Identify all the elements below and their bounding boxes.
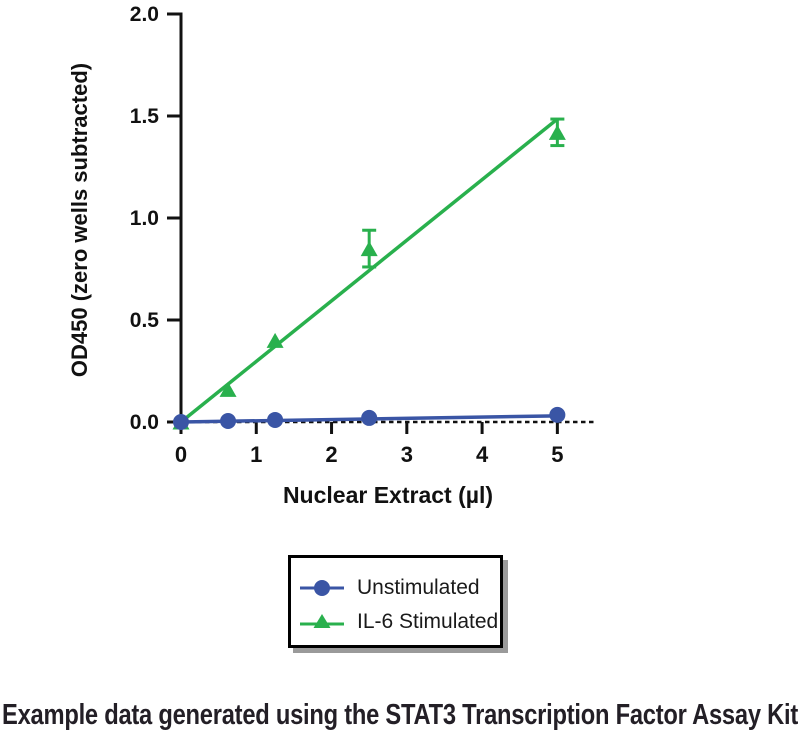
x-tick-label: 5 [551, 442, 563, 467]
x-tick-label: 2 [325, 442, 337, 467]
x-tick-label: 3 [401, 442, 413, 467]
data-point-circle [173, 414, 189, 430]
data-point-triangle [360, 241, 378, 257]
x-tick-label: 0 [175, 442, 187, 467]
y-tick-label: 0.0 [130, 411, 159, 434]
figure-caption: Example data generated using the STAT3 T… [2, 699, 798, 732]
data-point-circle [220, 412, 237, 429]
x-axis-label: Nuclear Extract (µl) [282, 482, 494, 508]
figure-caption-text: Example data generated using the STAT3 T… [2, 699, 798, 731]
y-axis-label: OD450 (zero wells subtracted) [67, 62, 92, 378]
legend-label-il6-stimulated: IL-6 Stimulated [357, 610, 499, 633]
il6-stimulated-marker-icon [300, 614, 344, 628]
legend-label-unstimulated: Unstimulated [357, 576, 480, 599]
data-point-triangle [266, 332, 284, 348]
y-tick-label: 0.5 [130, 309, 160, 332]
chart-legend: Unstimulated IL-6 Stimulated [288, 555, 503, 648]
x-tick-label: 4 [476, 442, 489, 467]
x-tick-label: 1 [250, 442, 262, 467]
y-tick-label: 1.0 [130, 207, 159, 230]
data-point-circle [361, 409, 378, 426]
unstimulated-marker-icon [300, 580, 344, 596]
data-point-circle [549, 406, 566, 423]
y-tick-label: 1.5 [130, 105, 160, 128]
legend-item-il6-stimulated: IL-6 Stimulated [299, 605, 500, 639]
data-point-triangle [219, 381, 237, 397]
chart-plot: 0.0 0.5 1.0 1.5 2.0 0 1 2 3 4 5 [130, 3, 595, 467]
legend-item-unstimulated: Unstimulated [299, 571, 500, 605]
fit-line-1 [179, 117, 559, 424]
y-tick-label: 2.0 [130, 3, 159, 26]
data-point-triangle [548, 124, 566, 140]
data-point-circle [267, 411, 284, 428]
